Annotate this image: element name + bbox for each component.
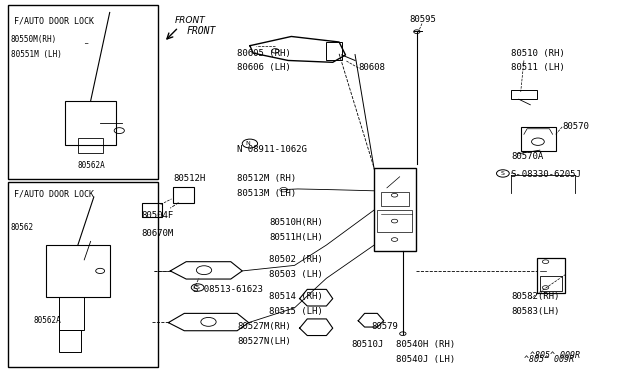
Text: 80527N(LH): 80527N(LH): [237, 337, 291, 346]
Bar: [374, 167, 415, 251]
Bar: [173, 187, 194, 203]
Text: 80570: 80570: [562, 122, 589, 131]
Text: 80608: 80608: [358, 63, 385, 72]
Text: 80510 (RH): 80510 (RH): [511, 49, 565, 58]
Text: 80513M (LH): 80513M (LH): [237, 189, 296, 198]
Text: 80562A: 80562A: [78, 161, 106, 170]
Text: 80504F: 80504F: [141, 211, 174, 220]
Text: 80511H(LH): 80511H(LH): [269, 233, 323, 242]
Text: 80510J: 80510J: [352, 340, 384, 349]
Text: 80512H: 80512H: [173, 174, 205, 183]
Text: FRONT: FRONT: [186, 26, 216, 36]
Text: F/AUTO DOOR LOCK: F/AUTO DOOR LOCK: [14, 190, 94, 199]
Text: N: N: [246, 141, 250, 147]
Bar: [326, 42, 342, 61]
Text: 80570A: 80570A: [511, 152, 543, 161]
Bar: [8, 5, 157, 179]
Text: 80510H(RH): 80510H(RH): [269, 218, 323, 227]
Text: 80606 (LH): 80606 (LH): [237, 63, 291, 72]
Text: 80514 (RH): 80514 (RH): [269, 292, 323, 301]
Text: 80562: 80562: [11, 223, 34, 232]
Bar: [537, 258, 565, 293]
Bar: [46, 245, 109, 297]
Bar: [511, 90, 537, 99]
Text: FRONT: FRONT: [175, 16, 205, 25]
Text: ^805^ 009R: ^805^ 009R: [531, 350, 580, 359]
Text: S: S: [196, 285, 200, 290]
Bar: [141, 203, 162, 217]
Bar: [59, 330, 81, 352]
Text: ─: ─: [84, 42, 88, 47]
Bar: [8, 182, 157, 367]
Text: 80540J (LH): 80540J (LH): [396, 355, 456, 364]
Text: 80527M(RH): 80527M(RH): [237, 322, 291, 331]
Text: 80605 (RH): 80605 (RH): [237, 49, 291, 58]
Text: S 08513-61623: S 08513-61623: [193, 285, 262, 294]
Text: 80512M (RH): 80512M (RH): [237, 174, 296, 183]
Bar: [59, 297, 84, 330]
Bar: [540, 276, 562, 291]
Text: 80515 (LH): 80515 (LH): [269, 307, 323, 316]
Bar: [65, 101, 116, 145]
Bar: [78, 138, 103, 153]
Text: 80595: 80595: [409, 15, 436, 24]
Text: 80511 (LH): 80511 (LH): [511, 63, 565, 72]
Text: 80540H (RH): 80540H (RH): [396, 340, 456, 349]
Text: ^805^ 009R: ^805^ 009R: [524, 355, 574, 364]
Text: 80582(RH): 80582(RH): [511, 292, 559, 301]
Text: 80551M (LH): 80551M (LH): [11, 50, 62, 59]
Text: 80503 (LH): 80503 (LH): [269, 270, 323, 279]
Text: 80562A: 80562A: [33, 315, 61, 325]
Text: 80502 (RH): 80502 (RH): [269, 255, 323, 264]
Text: 80550M(RH): 80550M(RH): [11, 35, 57, 44]
Bar: [521, 127, 556, 151]
Text: F/AUTO DOOR LOCK: F/AUTO DOOR LOCK: [14, 16, 94, 25]
Text: 80583(LH): 80583(LH): [511, 307, 559, 316]
Text: S 08330-6205J: S 08330-6205J: [511, 170, 581, 179]
Text: S: S: [501, 171, 505, 176]
Bar: [381, 192, 409, 206]
Text: 80579: 80579: [371, 322, 398, 331]
Bar: [378, 210, 412, 232]
Text: 80670M: 80670M: [141, 230, 174, 238]
Text: N 08911-1062G: N 08911-1062G: [237, 145, 307, 154]
